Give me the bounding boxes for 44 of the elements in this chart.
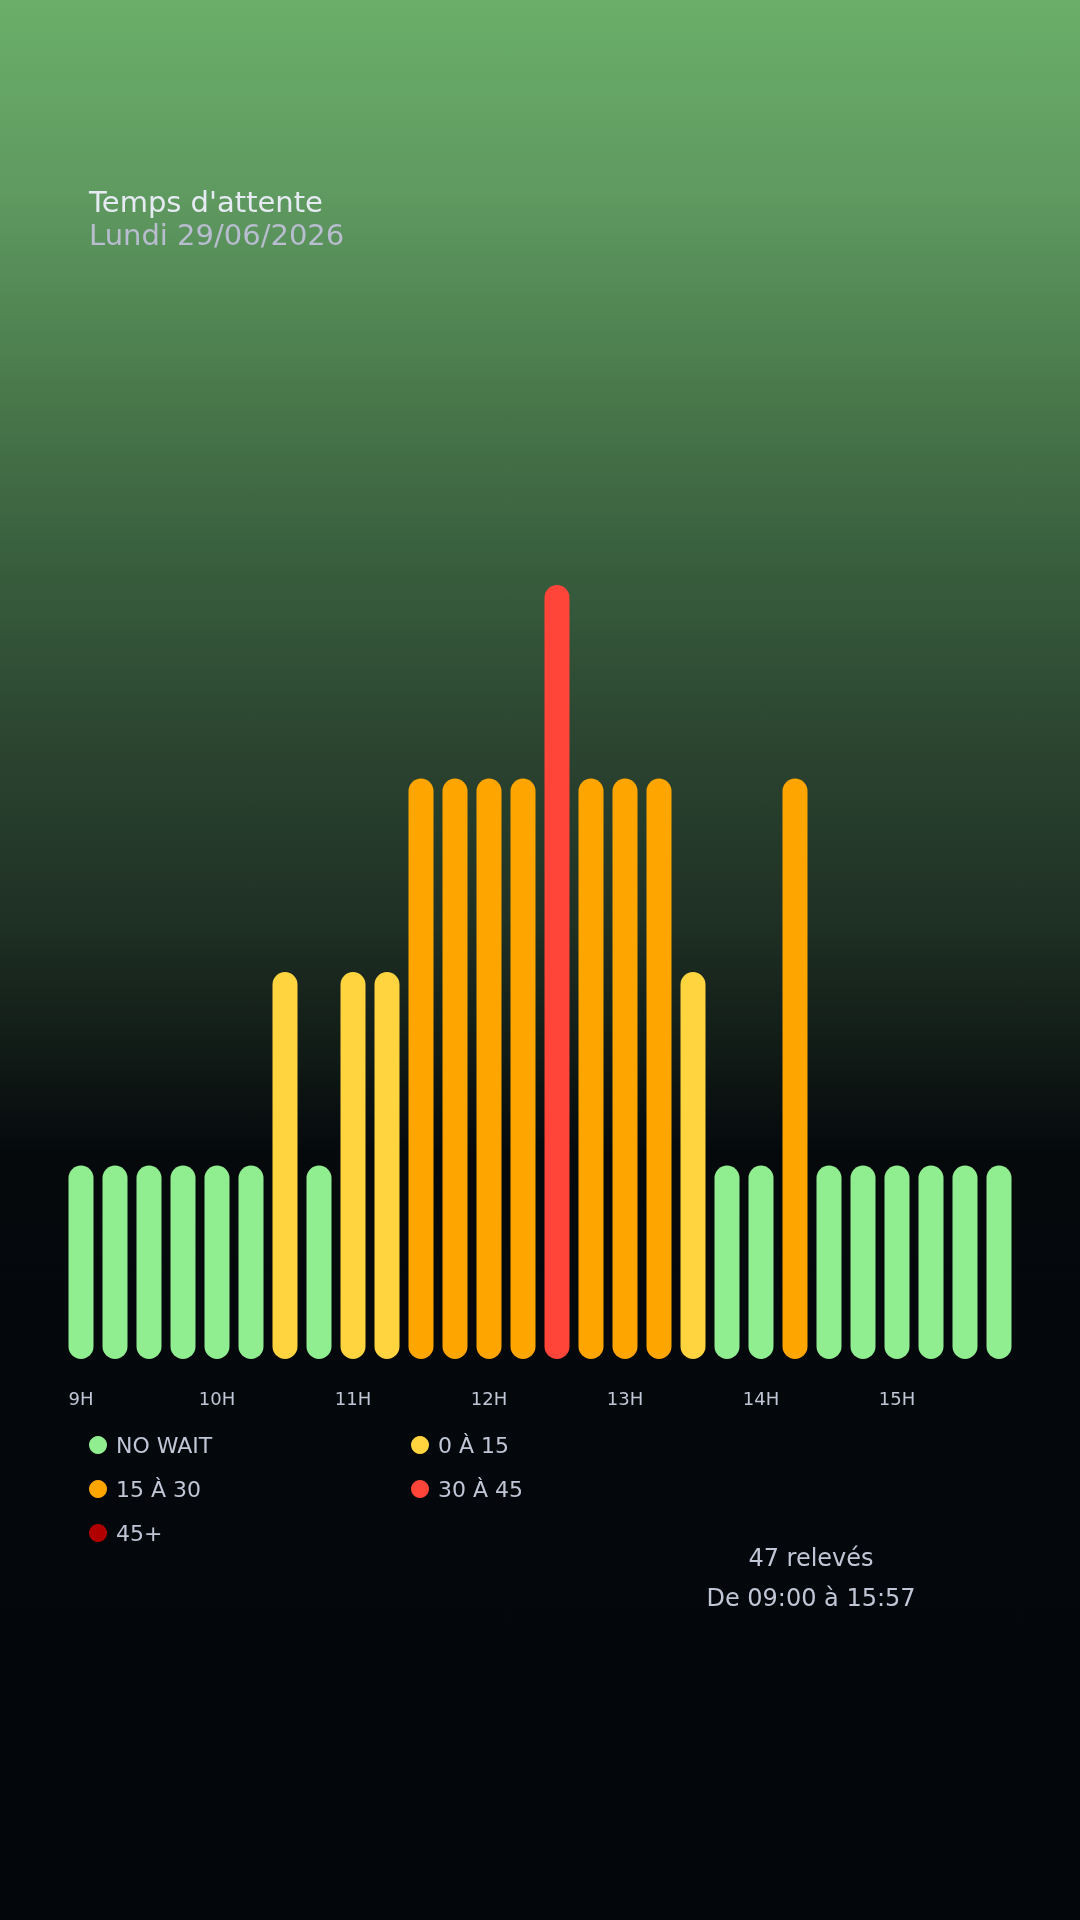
legend-label: 30 À 45 [438,1476,524,1502]
text: De 09:00 à 15:57 [706,1584,916,1612]
bar [374,972,400,1359]
bar [918,1165,944,1359]
bar [68,1165,94,1359]
bar [510,778,536,1359]
x-tick-label: 12H [470,1387,508,1409]
bar [952,1165,978,1359]
bar [204,1165,230,1359]
x-tick-label: 13H [606,1387,644,1409]
x-tick-label: 9H [68,1387,94,1409]
bar [680,972,706,1359]
text: 47 relevés [748,1544,874,1572]
bar [442,778,468,1359]
bar [816,1165,842,1359]
bar [850,1165,876,1359]
bar [476,778,502,1359]
legend-label: 45+ [116,1520,163,1546]
x-tick-label: 11H [334,1387,372,1409]
bar [170,1165,196,1359]
bar [306,1165,332,1359]
chart-subtitle: Lundi 29/06/2026 [89,217,345,252]
bar [102,1165,128,1359]
bar [340,972,366,1359]
bar [884,1165,910,1359]
bar [986,1165,1012,1359]
bar [578,778,604,1359]
bar [782,778,808,1359]
x-tick-label: 14H [742,1387,780,1409]
x-tick-label: 15H [878,1387,916,1409]
bar [544,585,570,1359]
chart-title: Temps d'attente [88,184,323,219]
legend-label: 15 À 30 [116,1476,202,1502]
x-tick-label: 10H [198,1387,236,1409]
bar [272,972,298,1359]
bar [238,1165,264,1359]
bar [714,1165,740,1359]
legend-label: 0 À 15 [438,1432,510,1458]
legend-label: NO WAIT [116,1432,213,1458]
bar [136,1165,162,1359]
bar [612,778,638,1359]
bar [646,778,672,1359]
bar [748,1165,774,1359]
bar [408,778,434,1359]
